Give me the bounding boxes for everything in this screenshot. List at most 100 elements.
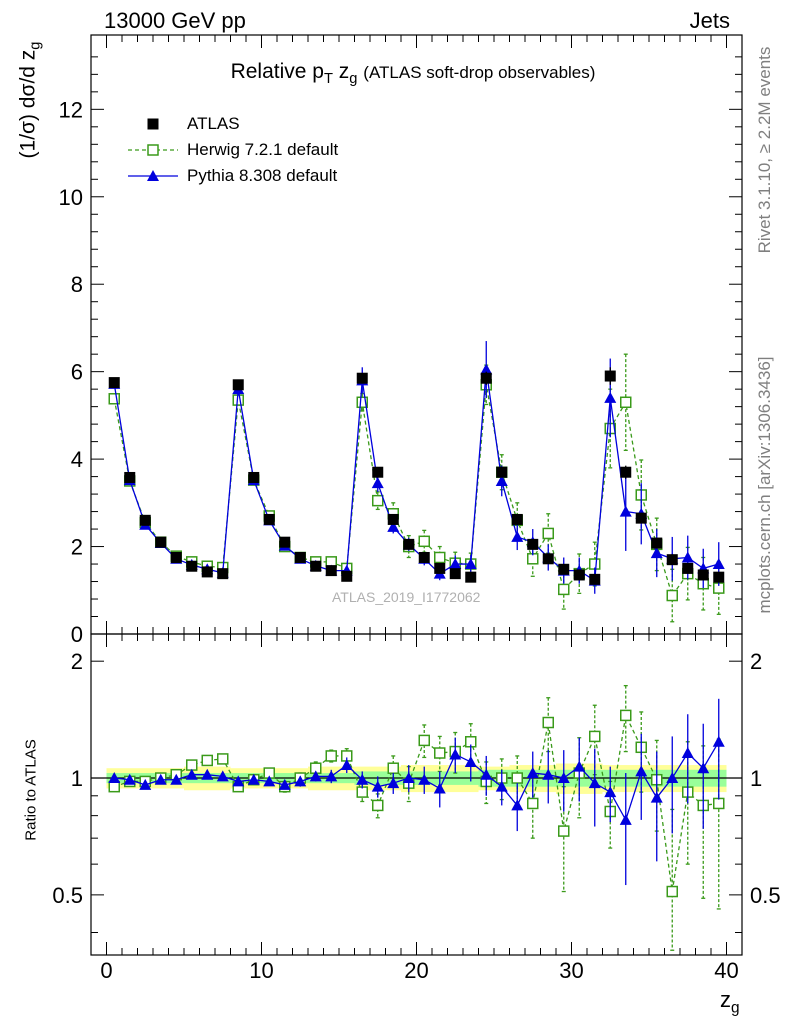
herwig-ratio-point (108, 780, 120, 793)
atlas-point (465, 571, 477, 583)
pythia-ratio-point (542, 768, 555, 780)
atlas-point (124, 471, 136, 483)
axis-ticks (90, 35, 743, 955)
atlas-point (279, 536, 291, 548)
y-tick-label: 10 (59, 185, 83, 210)
pythia-ratio-line (114, 741, 720, 822)
herwig-line (113, 384, 719, 597)
herwig-ratio-point (558, 825, 570, 837)
herwig-ratio-point (186, 759, 198, 771)
pythia-line (113, 369, 719, 582)
pythia-ratio-point (278, 778, 291, 790)
pythia-ratio-point (681, 747, 694, 759)
energy-label: 13000 GeV pp (104, 8, 246, 33)
ratio-frame (90, 633, 743, 956)
atlas-point (511, 513, 523, 525)
pythia-point (511, 530, 524, 542)
atlas-point (620, 466, 632, 478)
pythia-ratio-point (387, 777, 400, 789)
pythia-ratio-point (433, 782, 446, 794)
atlas-point (589, 573, 601, 585)
pythia-ratio-point (557, 772, 570, 784)
herwig-ratio-point (620, 709, 632, 722)
pythia-ratio-point (325, 770, 338, 782)
herwig-ratio-point (356, 786, 368, 798)
pythia-point (604, 391, 617, 403)
pythia-ratio-point (170, 773, 183, 785)
ratio-tick-label-right: 0.5 (750, 883, 781, 908)
chart-title: Relative pT zg (ATLAS soft-drop observab… (230, 60, 596, 88)
pythia-ratio-point (526, 767, 539, 779)
ratio-tick-label: 0.5 (52, 883, 83, 908)
pythia-point (712, 558, 725, 570)
pythia-ratio-point (108, 772, 121, 784)
herwig-ratio-point (372, 799, 384, 812)
pythia-ratio-point (263, 775, 276, 787)
atlas-point (201, 566, 213, 578)
atlas-point (713, 571, 725, 583)
pythia-ratio-point (619, 813, 632, 825)
herwig-ratio-line (114, 713, 719, 892)
herwig-ratio-point (418, 734, 430, 747)
atlas-point (263, 513, 275, 525)
herwig-point (620, 396, 632, 409)
herwig-ratio-point (201, 754, 213, 767)
pythia-ratio-point (650, 791, 663, 803)
pythia-ratio-point (449, 748, 462, 760)
legend-atlas-marker (147, 118, 159, 130)
pythia-point (619, 505, 632, 517)
ratio-tick-label-right: 2 (750, 649, 762, 674)
pythia-point (464, 558, 477, 570)
herwig-point (542, 527, 554, 540)
atlas-point (294, 551, 306, 563)
pythia-ratio-point (154, 773, 167, 785)
atlas-point (434, 562, 446, 574)
x-tick-label: 20 (404, 958, 428, 983)
atlas-point (139, 514, 151, 526)
atlas-point (387, 513, 399, 525)
pythia-point (387, 520, 400, 532)
legend-markers (128, 118, 178, 181)
y-tick-label: 2 (71, 535, 83, 560)
herwig-point (356, 396, 368, 409)
atlas-point (403, 538, 415, 550)
x-tick-label: 10 (249, 958, 273, 983)
pythia-ratio-point (247, 773, 260, 785)
pythia-ratio-point (511, 799, 524, 811)
pythia-point (650, 547, 663, 559)
atlas-point (480, 372, 492, 384)
pythia-point (449, 558, 462, 570)
pythia-ratio-point (139, 778, 152, 790)
atlas-point (697, 569, 709, 581)
atlas-point (682, 562, 694, 574)
atlas-point (372, 466, 384, 478)
pythia-ratio-point (356, 773, 369, 785)
herwig-series (108, 353, 725, 951)
atlas-point (155, 536, 167, 548)
pythia-ratio-point (123, 773, 136, 785)
herwig-point (558, 583, 570, 596)
atlas-point (186, 560, 198, 572)
x-tick-label: 30 (559, 958, 583, 983)
ratio-tick-label-right: 1 (750, 766, 762, 791)
atlas-point (108, 377, 120, 389)
pythia-ratio-point (201, 768, 214, 780)
pythia-point (480, 363, 493, 375)
y-tick-label: 6 (71, 360, 83, 385)
pythia-ratio-point (464, 755, 477, 767)
atlas-point (527, 538, 539, 550)
x-axis-label: zg (720, 987, 740, 1017)
pythia-ratio-point (294, 775, 307, 787)
pythia-ratio-point (216, 770, 229, 782)
herwig-point (372, 494, 384, 507)
atlas-series (108, 367, 725, 585)
y-tick-label: 4 (71, 447, 83, 472)
herwig-ratio-point (666, 885, 678, 898)
herwig-ratio-point (542, 716, 554, 729)
pythia-ratio-point (371, 780, 384, 792)
pythia-ratio-point (402, 772, 415, 784)
herwig-point (434, 551, 446, 564)
atlas-point (418, 551, 430, 563)
